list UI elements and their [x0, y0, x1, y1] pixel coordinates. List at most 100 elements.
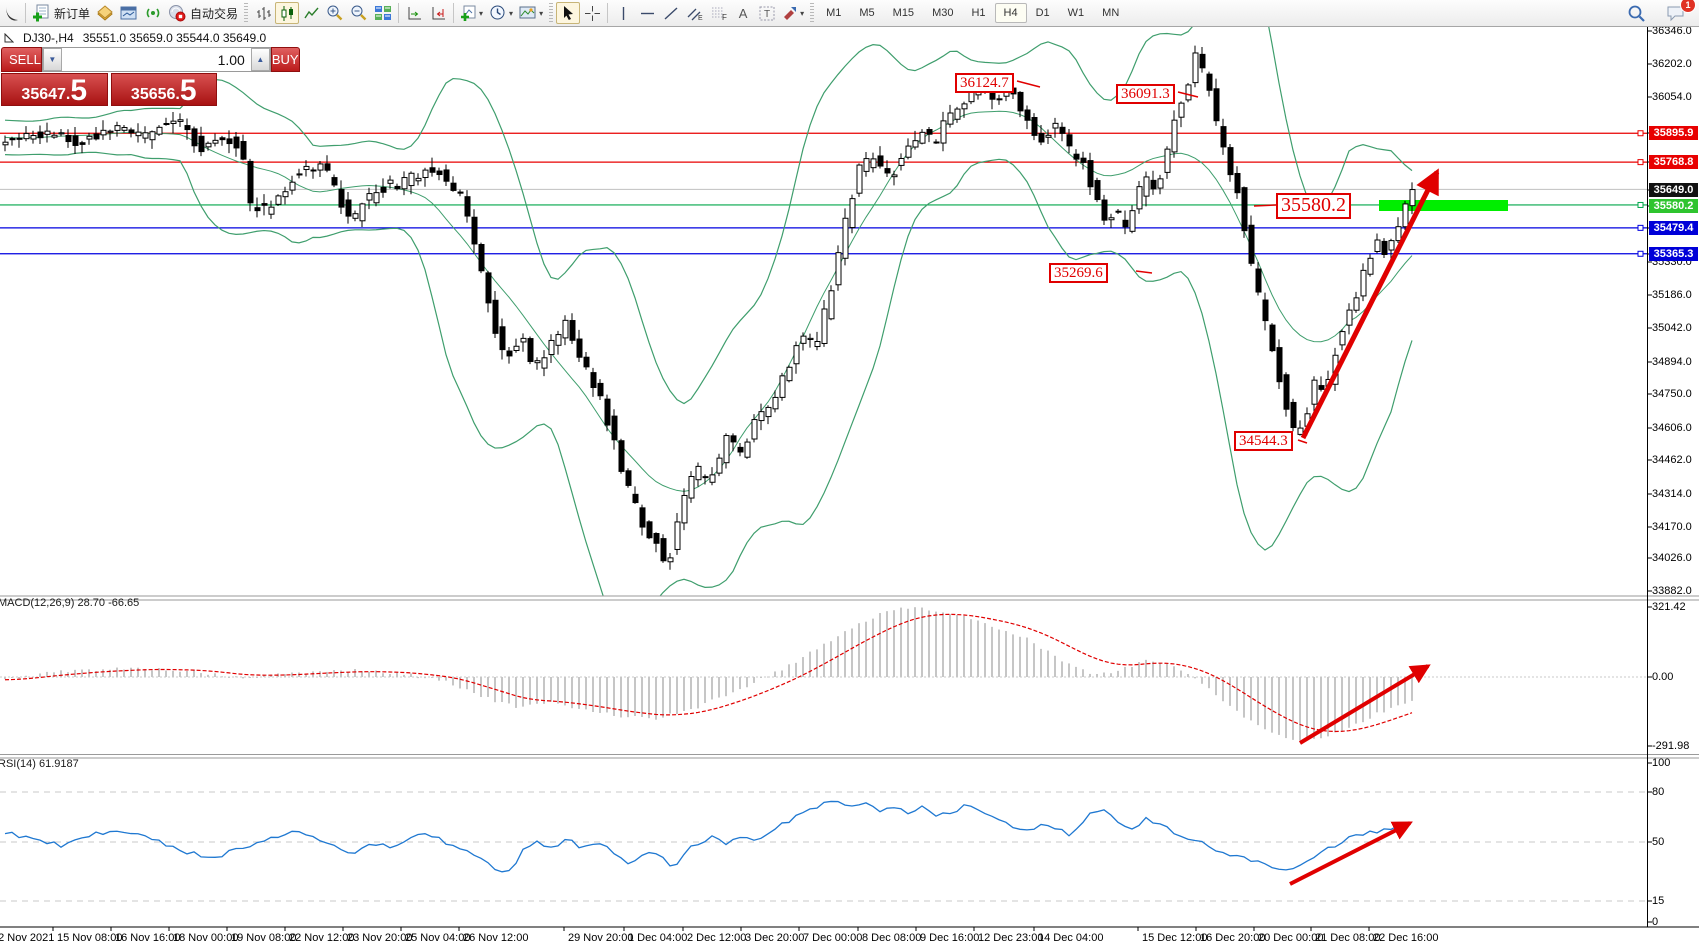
separator: [25, 3, 26, 23]
buy-button[interactable]: BUY: [270, 47, 300, 72]
autotrade-icon: [169, 5, 186, 22]
annotation-stub: [1253, 204, 1277, 207]
fibonacci-button[interactable]: F: [707, 2, 731, 24]
buy-price-dot: .: [175, 85, 180, 103]
tile-windows-button[interactable]: [371, 2, 395, 24]
bar-chart-button[interactable]: [251, 2, 275, 24]
template-icon: [519, 6, 536, 19]
candlestick-chart-button[interactable]: [275, 2, 300, 24]
sell-price-box[interactable]: 35647. 5: [1, 73, 108, 106]
svg-text:F: F: [722, 13, 727, 22]
cursor-button[interactable]: [556, 2, 581, 24]
fibonacci-icon: F: [712, 7, 727, 22]
timeframe-m30[interactable]: M30: [932, 7, 954, 19]
separator: [607, 3, 609, 23]
text-box-button[interactable]: T: [755, 2, 779, 24]
buy-price-box[interactable]: 35656. 5: [110, 73, 217, 108]
app-logo-icon[interactable]: [2, 2, 22, 24]
timeframe-mn[interactable]: MN: [1102, 7, 1120, 19]
line-anchor-marker: [1637, 250, 1644, 257]
trend-arrow-main: [1300, 168, 1440, 440]
search-button[interactable]: [1624, 2, 1649, 24]
timeframe-m15[interactable]: M15: [892, 7, 915, 19]
sell-price-big: 5: [70, 74, 88, 108]
notifications-button[interactable]: 1: [1663, 0, 1696, 24]
new-order-label: 新订单: [54, 6, 91, 21]
arrows-tool-icon: [784, 7, 797, 20]
volume-increase-button[interactable]: ▲: [250, 48, 270, 71]
ohlc-values: 35551.0 35659.0 35544.0 35649.0: [82, 31, 267, 45]
autotrade-label: 自动交易: [190, 6, 239, 21]
annotation-stub: [1297, 439, 1308, 444]
volume-input[interactable]: [61, 48, 251, 71]
new-order-button[interactable]: 新订单: [29, 2, 93, 24]
crosshair-button[interactable]: [580, 2, 604, 24]
periods-button[interactable]: ▾: [486, 2, 516, 24]
auto-scroll-button[interactable]: [402, 2, 426, 24]
annotation-stub: [1135, 270, 1153, 274]
app-logo-icon: [6, 6, 18, 21]
equidistant-channel-button[interactable]: E: [683, 2, 707, 24]
dropdown-caret-icon: ▾: [509, 8, 514, 18]
chart-corner-icon: [4, 33, 14, 43]
line-chart-button[interactable]: [299, 2, 323, 24]
chart-shift-icon: [432, 6, 445, 19]
buy-price-main: 35656: [130, 85, 176, 103]
trend-arrow-rsi: [1289, 821, 1413, 886]
timeframe-d1[interactable]: D1: [1035, 7, 1050, 19]
toolbar: 新订单 自动交易: [0, 0, 1699, 27]
signals-icon: [146, 8, 160, 18]
text-label-button[interactable]: A: [738, 5, 748, 21]
macd-indicator-label: MACD(12,26,9) 28.70 -66.65: [0, 597, 139, 609]
timeframe-h1[interactable]: H1: [971, 7, 986, 19]
templates-button[interactable]: ▾: [516, 2, 546, 24]
vertical-line-icon: [622, 6, 624, 20]
vertical-line-button[interactable]: [611, 2, 635, 24]
rsi-name: RSI(14): [0, 758, 36, 770]
dropdown-caret-icon: ▾: [539, 8, 544, 18]
timeframe-w1[interactable]: W1: [1067, 7, 1085, 19]
macd-layer: [0, 607, 1647, 741]
buy-label: BUY: [271, 52, 299, 67]
rsi-indicator-label: RSI(14) 61.9187: [0, 758, 79, 770]
dropdown-caret-icon: ▾: [800, 8, 805, 18]
trendline-button[interactable]: [659, 2, 683, 24]
equidistant-channel-icon: E: [687, 8, 703, 22]
signals-button[interactable]: [141, 2, 165, 24]
grip: [549, 3, 554, 23]
buy-price-big: 5: [179, 74, 197, 108]
notification-count-badge: 1: [1680, 0, 1696, 13]
market-watch-icon: [97, 5, 113, 21]
zoom-in-button[interactable]: [323, 2, 347, 24]
annotation-stub: [1016, 80, 1041, 88]
navigator-button[interactable]: [117, 2, 141, 24]
indicators-button[interactable]: ▾: [457, 2, 486, 24]
tile-windows-icon: [375, 6, 392, 20]
dropdown-caret-icon: ▾: [479, 8, 484, 18]
candlestick-chart-icon: [281, 5, 293, 21]
grip: [244, 3, 249, 23]
rsi-value: 61.9187: [38, 758, 79, 770]
line-anchor-marker: [1637, 201, 1644, 208]
timeframe-h4[interactable]: H4: [994, 3, 1027, 23]
timeframe-m1[interactable]: M1: [826, 7, 842, 19]
navigator-icon: [120, 6, 137, 20]
volume-decrease-button[interactable]: ▼: [42, 48, 62, 71]
symbol-period-label: DJ30-,H4: [23, 31, 74, 45]
macd-values: 28.70 -66.65: [77, 597, 140, 609]
market-watch-button[interactable]: [93, 2, 117, 24]
horizontal-line-button[interactable]: [635, 2, 659, 24]
new-order-icon: [33, 4, 49, 22]
sell-button[interactable]: SELL: [1, 47, 42, 72]
line-anchor-marker: [1637, 159, 1644, 166]
arrows-tool-button[interactable]: ▾: [779, 2, 807, 24]
highlight-zone: [1379, 200, 1508, 211]
indicators-icon: [461, 5, 476, 21]
timeframe-m5[interactable]: M5: [859, 7, 875, 19]
grip: [810, 3, 815, 23]
toolbar-right: 1: [1624, 0, 1699, 24]
chart-shift-button[interactable]: [426, 2, 450, 24]
autotrade-button[interactable]: 自动交易: [165, 2, 241, 24]
zoom-out-button[interactable]: [347, 2, 371, 24]
